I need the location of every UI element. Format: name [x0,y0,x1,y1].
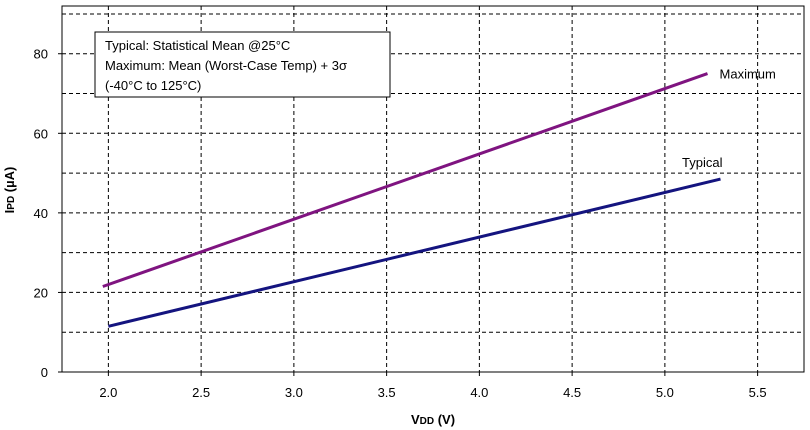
x-tick-label: 5.5 [749,385,767,400]
series-label-typical: Typical [682,155,723,170]
x-tick-label: 4.0 [470,385,488,400]
x-tick-label: 4.5 [563,385,581,400]
y-axis-ticks: 0 20 40 60 80 [34,47,62,380]
y-axis-label: IPD (µA) [2,167,17,214]
x-tick-label: 2.0 [99,385,117,400]
legend-line-maximum: Maximum: Mean (Worst-Case Temp) + 3σ [105,58,347,73]
series-labels: Maximum Typical [682,67,776,170]
y-tick-label: 0 [41,365,48,380]
grid [62,6,804,372]
x-tick-label: 5.0 [656,385,674,400]
legend-line-typical: Typical: Statistical Mean @25°C [105,38,290,53]
x-axis-ticks: 2.0 2.5 3.0 3.5 4.0 4.5 5.0 5.5 [99,372,767,400]
y-tick-label: 80 [34,47,48,62]
legend-box: Typical: Statistical Mean @25°C Maximum:… [94,31,391,98]
x-tick-label: 3.5 [378,385,396,400]
series-label-maximum: Maximum [720,67,776,82]
x-axis-label: VDD (V) [411,412,455,427]
series-line-maximum [102,72,708,288]
series-lines [102,72,721,328]
legend-line-range: (-40°C to 125°C) [105,78,201,93]
series-line-typical [108,177,721,328]
x-tick-label: 3.0 [285,385,303,400]
plot-area-frame [61,5,805,373]
x-tick-label: 2.5 [192,385,210,400]
y-tick-label: 40 [34,206,48,221]
y-tick-label: 20 [34,285,48,300]
y-tick-label: 60 [34,126,48,141]
